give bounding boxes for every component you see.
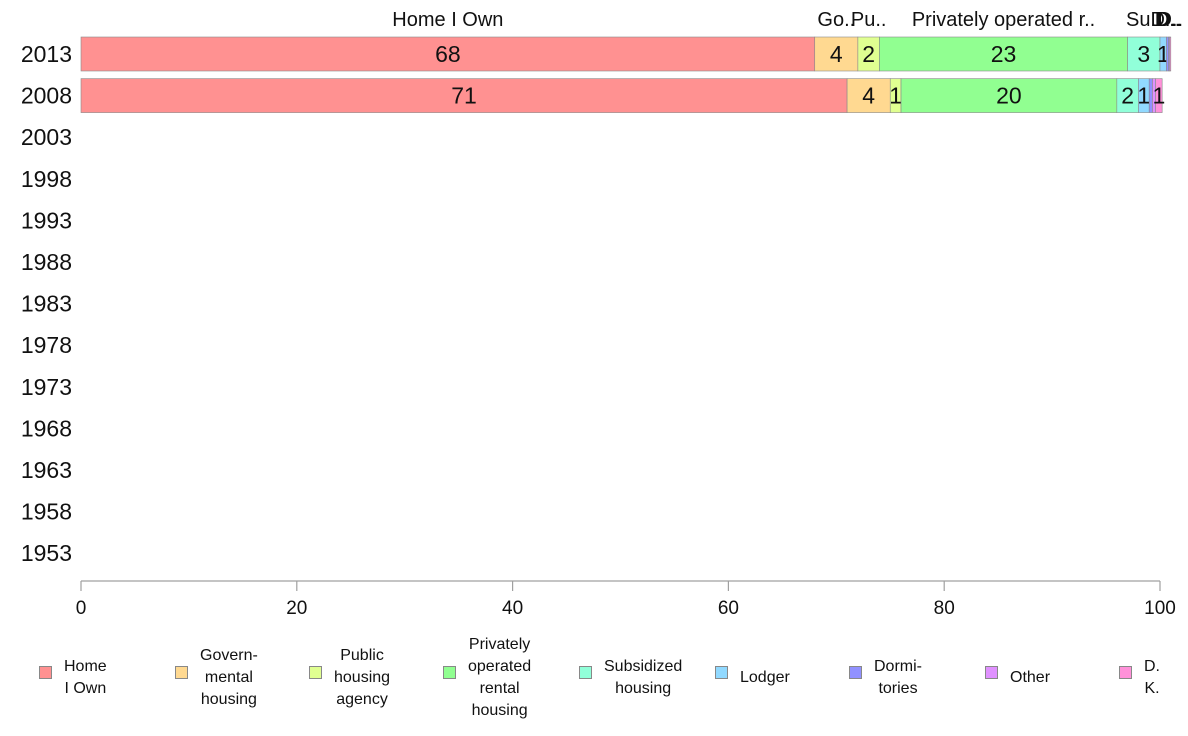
legend-swatch — [715, 666, 728, 679]
data-label: 3 — [1137, 41, 1150, 67]
data-label: 4 — [830, 41, 843, 67]
legend-label: Home I Own — [64, 658, 107, 697]
bar-segment — [1127, 36, 1161, 72]
data-label: 1 — [1137, 83, 1150, 109]
category-label: 1988 — [21, 249, 72, 275]
segment-top-label: D.. — [1155, 9, 1181, 31]
legend-swatch — [309, 666, 322, 679]
bar-segment — [879, 36, 1128, 72]
legend: Home I Own Govern- mental housing Public h… — [0, 628, 1188, 728]
data-label: 4 — [862, 83, 875, 109]
category-label: 1958 — [21, 499, 72, 525]
data-label: 23 — [991, 41, 1017, 67]
category-label: 1998 — [21, 166, 72, 192]
segment-top-label: Su.. — [1126, 9, 1162, 31]
legend-label: Subsidized housing — [604, 658, 683, 697]
bar-segment — [1169, 36, 1172, 72]
category-label: 2003 — [21, 124, 72, 150]
stacked-bar-chart: 2013200820031998199319881983197819731968… — [21, 9, 1183, 619]
segment-top-label: Pu.. — [851, 9, 887, 31]
category-label: 1973 — [21, 374, 72, 400]
x-tick-label: 100 — [1144, 598, 1176, 619]
data-label: 1 — [1153, 83, 1166, 109]
legend-label: Dormi- tories — [874, 658, 922, 697]
category-label: 2008 — [21, 83, 72, 109]
segment-top-label: D.. — [1157, 9, 1183, 31]
category-label: 1983 — [21, 291, 72, 317]
x-tick-label: 80 — [934, 598, 955, 619]
category-label: 1963 — [21, 457, 72, 483]
legend-label: Public housing agency — [334, 647, 391, 708]
data-label: 2 — [862, 41, 875, 67]
data-label: 2 — [1121, 83, 1134, 109]
x-tick-label: 0 — [76, 598, 87, 619]
legend-label: Privately operated rental housing — [468, 636, 532, 719]
bar-segment — [900, 78, 1118, 113]
legend-swatch — [175, 666, 188, 679]
legend-swatch — [443, 666, 456, 679]
data-label: 71 — [451, 83, 477, 109]
segment-top-label: Privately operated r.. — [912, 9, 1095, 31]
segment-top-label: D.. — [1156, 9, 1182, 31]
segment-top-label: D.. — [1150, 9, 1176, 31]
bar-segment — [80, 36, 816, 72]
legend-label: Govern- mental housing — [200, 647, 258, 708]
bar-segment — [1155, 78, 1163, 113]
x-tick-label: 40 — [502, 598, 523, 619]
legend-label: D. K. — [1144, 658, 1160, 697]
data-label: 20 — [996, 83, 1022, 109]
x-tick-label: 60 — [718, 598, 739, 619]
category-label: 1993 — [21, 207, 72, 233]
data-label: 68 — [435, 41, 461, 67]
bar-segment — [846, 78, 891, 113]
segment-top-label: Home I Own — [392, 9, 503, 31]
legend-swatch — [579, 666, 592, 679]
data-label: 1 — [889, 83, 902, 109]
bar-segment — [1166, 36, 1169, 72]
x-tick-label: 20 — [286, 598, 307, 619]
legend-swatch — [39, 666, 52, 679]
category-label: 2013 — [21, 41, 72, 67]
legend-swatch — [849, 666, 862, 679]
category-label: 1968 — [21, 415, 72, 441]
category-label: 1953 — [21, 540, 72, 566]
legend-swatch — [1119, 666, 1132, 679]
bar-segment — [814, 36, 859, 72]
legend-swatch — [985, 666, 998, 679]
category-label: 1978 — [21, 332, 72, 358]
legend-label: Lodger — [740, 669, 790, 686]
legend-label: Other — [1010, 669, 1051, 686]
segment-top-label: Go.. — [817, 9, 855, 31]
